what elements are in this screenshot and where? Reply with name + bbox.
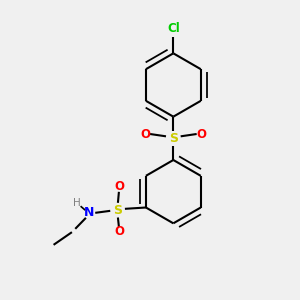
Text: Cl: Cl — [167, 22, 180, 35]
Text: O: O — [197, 128, 207, 141]
Text: N: N — [84, 206, 94, 219]
Text: O: O — [114, 225, 124, 238]
Text: S: S — [113, 204, 122, 217]
Text: S: S — [169, 132, 178, 145]
Text: O: O — [114, 180, 124, 193]
Text: H: H — [74, 198, 81, 208]
Text: O: O — [140, 128, 150, 141]
